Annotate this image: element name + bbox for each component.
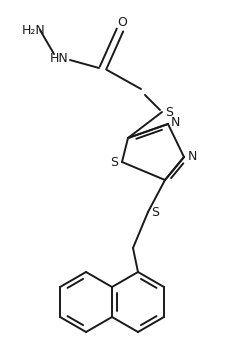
- Text: H₂N: H₂N: [22, 24, 46, 37]
- Text: S: S: [165, 106, 173, 119]
- Text: O: O: [117, 15, 127, 29]
- Text: N: N: [170, 115, 180, 128]
- Text: S: S: [110, 156, 118, 169]
- Text: S: S: [151, 206, 159, 219]
- Text: N: N: [187, 151, 197, 163]
- Text: HN: HN: [50, 51, 68, 64]
